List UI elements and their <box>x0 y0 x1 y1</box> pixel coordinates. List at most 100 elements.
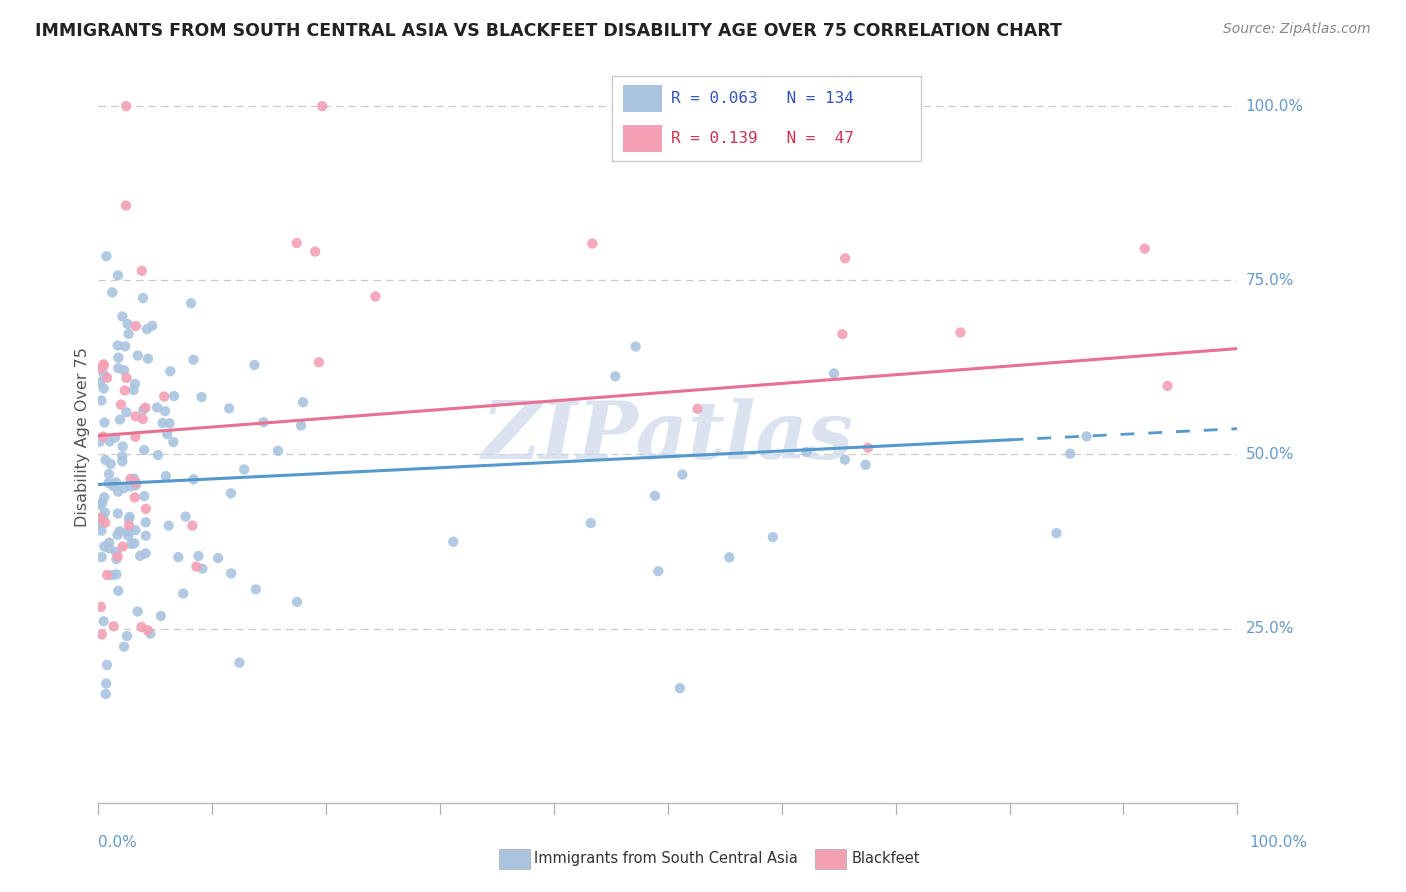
Point <box>762 530 785 544</box>
Text: ZIPatlas: ZIPatlas <box>482 399 853 475</box>
Point <box>644 489 666 503</box>
Point <box>90 550 112 565</box>
Point <box>856 441 879 455</box>
Point <box>117 528 139 542</box>
Point <box>107 549 129 564</box>
Text: Source: ZipAtlas.com: Source: ZipAtlas.com <box>1223 22 1371 37</box>
Point <box>112 363 135 377</box>
Text: R = 0.063   N = 134: R = 0.063 N = 134 <box>671 91 853 105</box>
Point <box>96 568 118 582</box>
Point <box>90 627 112 641</box>
Point <box>107 507 129 521</box>
Point <box>100 457 122 471</box>
Point <box>191 562 214 576</box>
Point <box>834 252 856 266</box>
Point <box>136 624 159 638</box>
Point <box>90 599 112 614</box>
Point <box>97 467 120 481</box>
Point <box>156 427 179 442</box>
Point <box>127 349 149 363</box>
Point <box>101 568 124 582</box>
Point <box>167 550 190 565</box>
Point <box>115 371 138 385</box>
Point <box>647 564 669 578</box>
Point <box>136 351 159 366</box>
Point <box>228 656 250 670</box>
Point <box>441 534 464 549</box>
Text: 25.0%: 25.0% <box>1246 621 1294 636</box>
Text: Blackfeet: Blackfeet <box>852 851 921 865</box>
Point <box>93 416 115 430</box>
Point <box>131 620 153 634</box>
Point <box>93 368 115 382</box>
Point <box>96 657 118 672</box>
Point <box>89 361 111 376</box>
Y-axis label: Disability Age Over 75: Disability Age Over 75 <box>75 347 90 527</box>
Point <box>124 409 146 424</box>
Point <box>105 567 128 582</box>
Point <box>114 339 136 353</box>
Point <box>304 244 326 259</box>
Point <box>107 351 129 365</box>
Point <box>111 540 134 554</box>
Text: R = 0.139   N =  47: R = 0.139 N = 47 <box>671 131 853 145</box>
Point <box>152 416 174 430</box>
Point <box>124 478 146 492</box>
Text: 0.0%: 0.0% <box>98 836 138 850</box>
Point <box>117 524 139 539</box>
Point <box>308 355 330 369</box>
Point <box>91 496 114 510</box>
Point <box>120 472 142 486</box>
Point <box>186 559 208 574</box>
Point <box>190 390 212 404</box>
Point <box>834 452 856 467</box>
Point <box>135 501 157 516</box>
Point <box>101 285 124 300</box>
Point <box>115 405 138 419</box>
Point <box>181 518 204 533</box>
Point <box>93 359 115 373</box>
Point <box>112 640 135 654</box>
Point <box>581 236 603 251</box>
Point <box>97 475 120 490</box>
Point <box>245 582 267 597</box>
Point <box>125 475 148 490</box>
Point <box>93 540 115 554</box>
Point <box>159 417 181 431</box>
Point <box>124 523 146 537</box>
Point <box>124 376 146 391</box>
Point <box>89 434 111 449</box>
Point <box>111 439 134 453</box>
Point <box>267 443 290 458</box>
Point <box>91 509 114 524</box>
Point <box>89 510 111 524</box>
Point <box>107 361 129 376</box>
Point <box>219 566 242 581</box>
Point <box>89 516 111 531</box>
Point <box>115 99 138 113</box>
Point <box>1133 242 1156 256</box>
Point <box>94 516 117 530</box>
Point <box>111 450 134 464</box>
Point <box>96 371 118 385</box>
Point <box>115 198 138 212</box>
Point <box>124 430 146 444</box>
Point <box>108 412 131 426</box>
Point <box>718 550 741 565</box>
Text: IMMIGRANTS FROM SOUTH CENTRAL ASIA VS BLACKFEET DISABILITY AGE OVER 75 CORRELATI: IMMIGRANTS FROM SOUTH CENTRAL ASIA VS BL… <box>35 22 1062 40</box>
Point <box>103 619 125 633</box>
Point <box>129 549 152 563</box>
Point <box>134 442 156 457</box>
Point <box>364 289 387 303</box>
Point <box>118 509 141 524</box>
Point <box>114 384 136 398</box>
Point <box>105 552 128 566</box>
Point <box>131 264 153 278</box>
Point <box>118 512 141 526</box>
Point <box>149 609 172 624</box>
Point <box>132 402 155 417</box>
Point <box>94 506 117 520</box>
Point <box>132 291 155 305</box>
Point <box>104 475 127 490</box>
Point <box>141 318 163 333</box>
